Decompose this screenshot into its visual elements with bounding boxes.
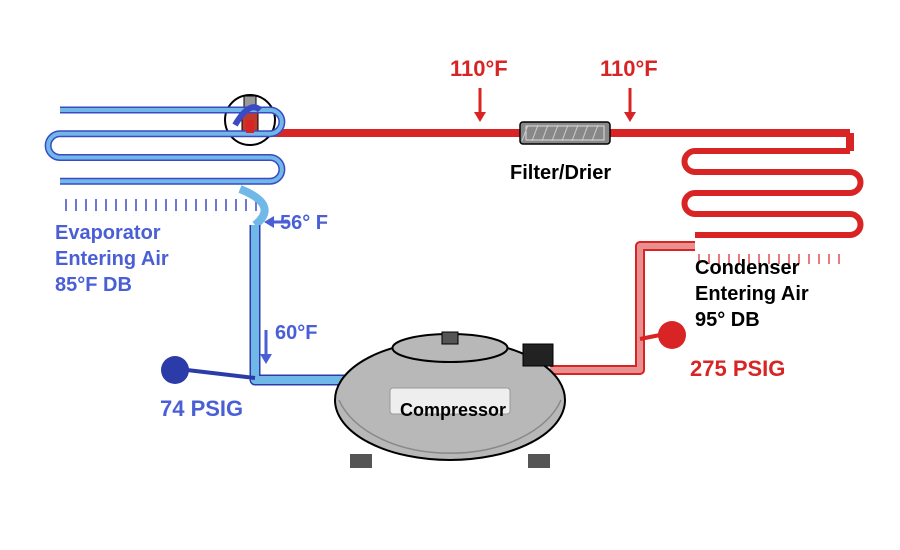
temp-56-label: 56° F — [280, 210, 328, 236]
temp-110-right-label: 110°F — [600, 55, 658, 84]
psig-74-label: 74 PSIG — [160, 395, 243, 424]
psig-275-label: 275 PSIG — [690, 355, 785, 384]
temp-110-left-label: 110°F — [450, 55, 508, 84]
temp-60-label: 60°F — [275, 320, 317, 346]
evaporator-air-label: Evaporator Entering Air 85°F DB — [55, 220, 169, 298]
filter-drier-label: Filter/Drier — [510, 160, 611, 186]
compressor-label: Compressor — [400, 400, 506, 421]
condenser-air-label: Condenser Entering Air 95° DB — [695, 255, 809, 333]
